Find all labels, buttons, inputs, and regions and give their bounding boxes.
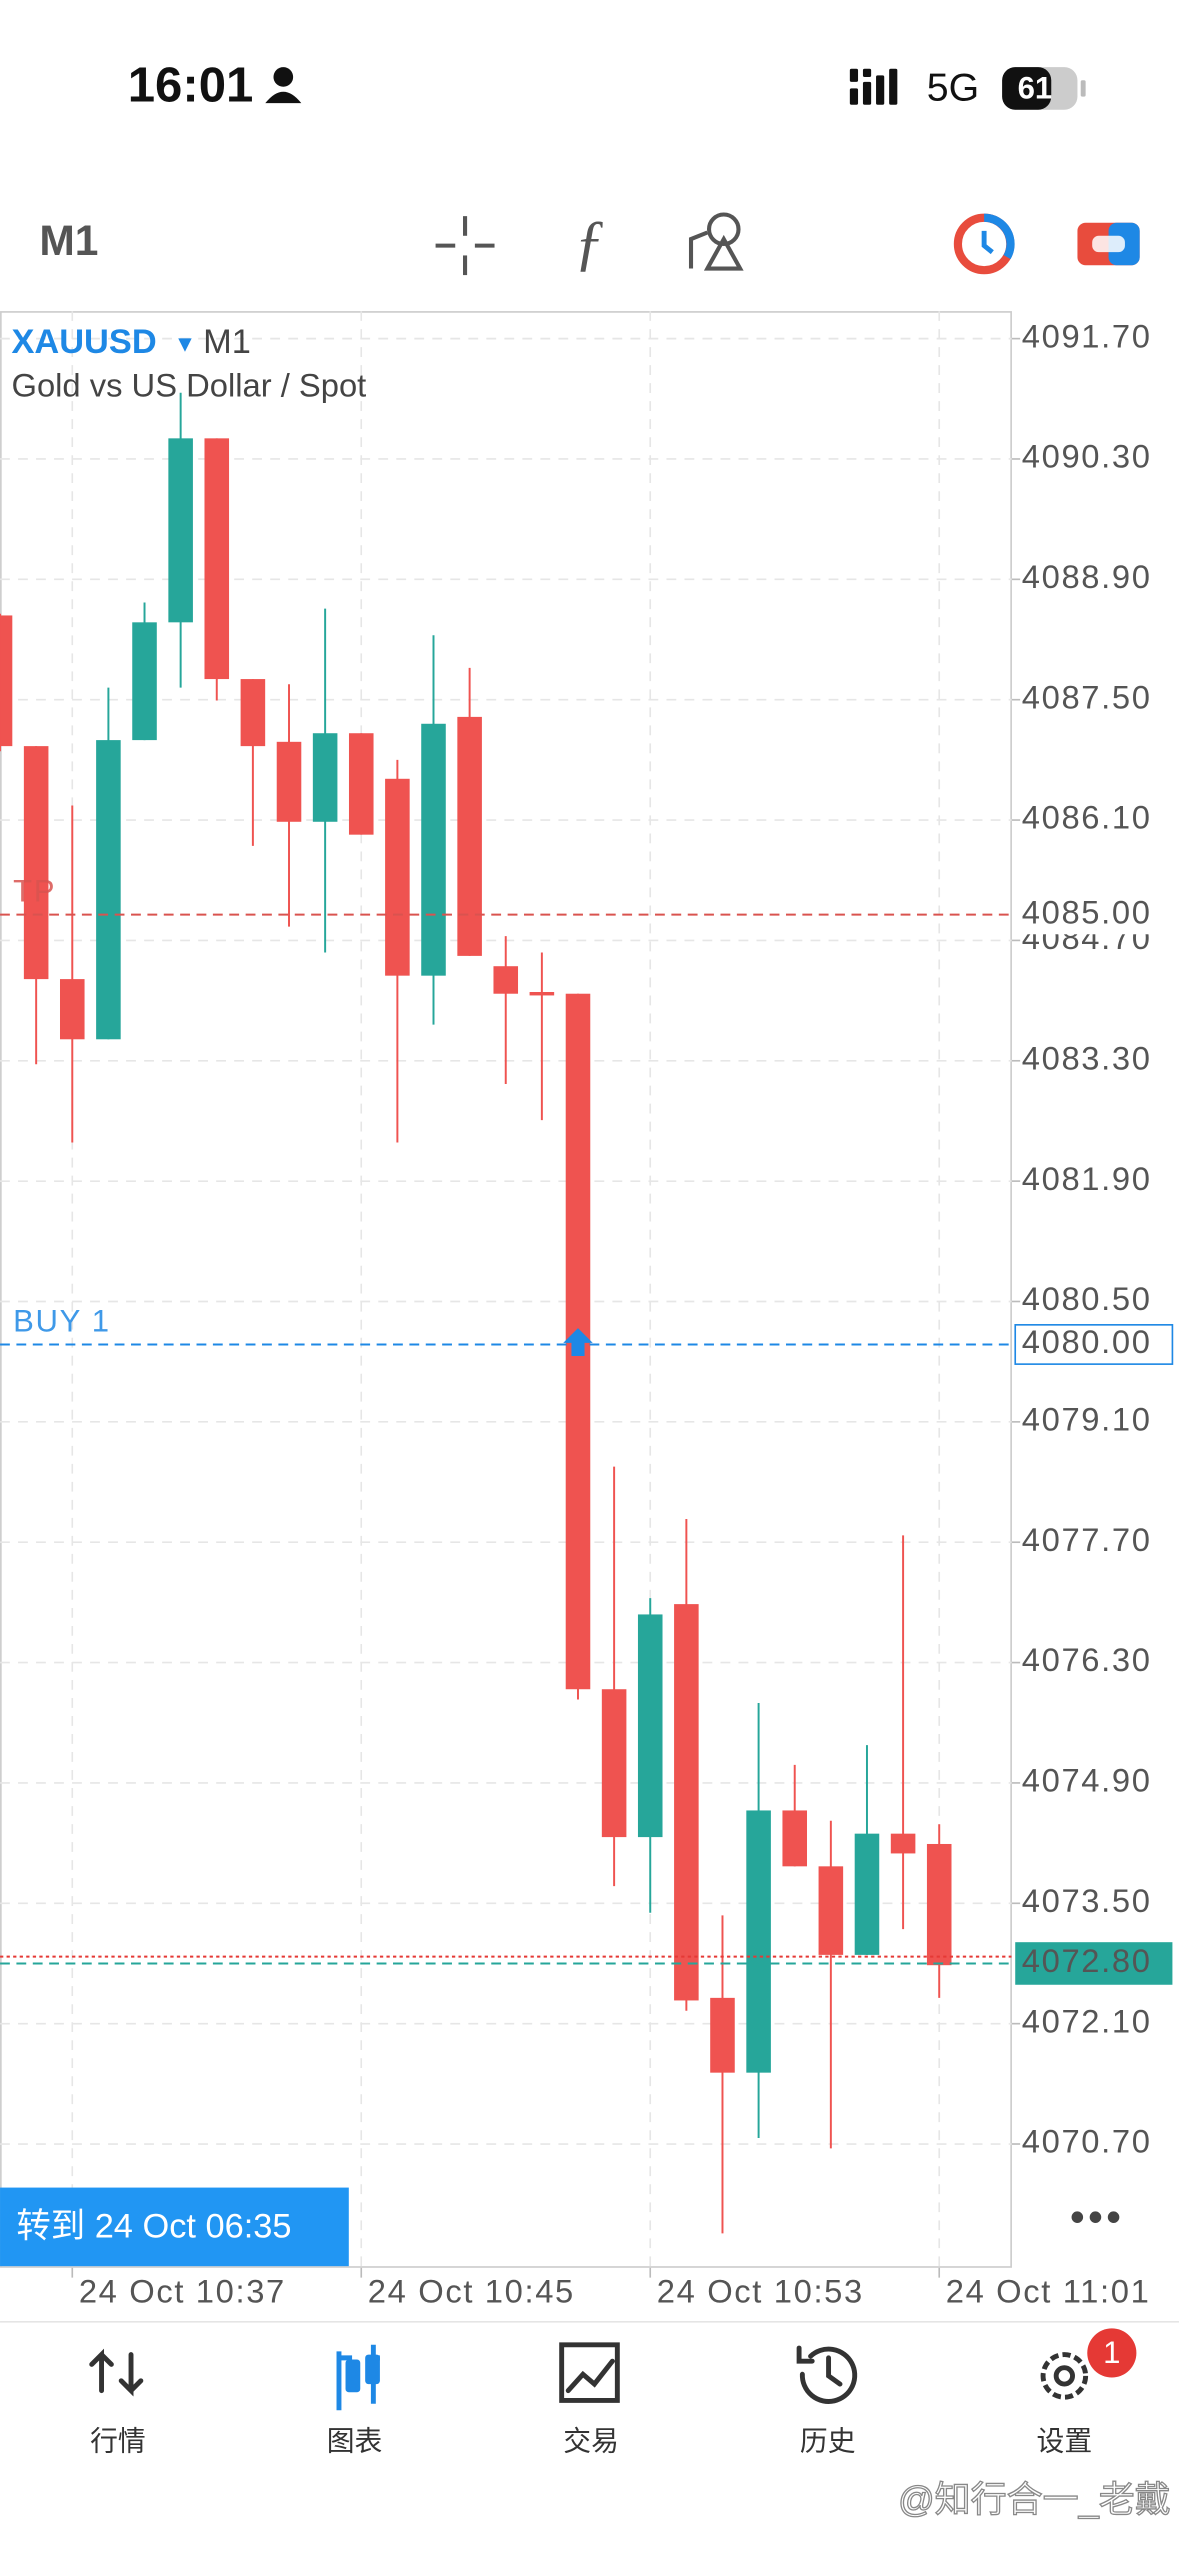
nav-icon xyxy=(1053,2365,1075,2387)
y-tick-label: 4090.30 xyxy=(1022,438,1152,475)
x-tick-label: 24 Oct 10:37 xyxy=(79,2273,286,2310)
candle-body xyxy=(457,716,482,956)
y-tick-label: 4083.30 xyxy=(1022,1039,1152,1076)
nav-icon xyxy=(365,2354,380,2385)
candle-body xyxy=(312,733,338,822)
candle-body xyxy=(168,438,193,623)
candle-body xyxy=(204,438,230,680)
candle-body xyxy=(782,1810,808,1867)
y-tick-label: 4079.10 xyxy=(1022,1401,1152,1438)
candle-body xyxy=(276,741,302,822)
timeframe-button[interactable]: M1 xyxy=(39,217,98,265)
candle-body xyxy=(674,1604,699,2001)
candle-body xyxy=(421,723,446,976)
nav-badge xyxy=(1087,2328,1137,2378)
nav-label[interactable]: 行情 xyxy=(90,2425,146,2456)
price-line-name: TP xyxy=(13,874,56,909)
nav-item[interactable]: 设置 1 xyxy=(1037,2328,1137,2456)
candle-body xyxy=(926,1843,952,1966)
y-tick-label: 4072.10 xyxy=(1022,2002,1152,2039)
candle-body xyxy=(529,992,555,996)
candle-body xyxy=(854,1833,880,1955)
x-tick-label: 24 Oct 10:45 xyxy=(368,2273,575,2310)
nav-icon xyxy=(336,2344,380,2411)
candle-body xyxy=(348,733,374,835)
battery-icon xyxy=(1002,67,1086,110)
candle-body xyxy=(601,1689,627,1838)
y-tick-label: 4087.50 xyxy=(1022,678,1152,715)
price-label: 4072.80 xyxy=(1022,1942,1152,1979)
candle-body xyxy=(385,778,410,976)
candle-body xyxy=(96,740,121,1040)
candle-body xyxy=(23,746,49,980)
price-box xyxy=(1014,1324,1174,1365)
price-box xyxy=(1015,1942,1173,1985)
price-label: 4085.00 xyxy=(1022,893,1152,930)
buy-arrow xyxy=(563,1328,593,1356)
goto-button[interactable] xyxy=(0,2187,349,2267)
indicators-button[interactable]: ƒ xyxy=(574,209,605,277)
oneclick-button[interactable] xyxy=(1077,222,1140,266)
candle-body xyxy=(710,1997,735,2073)
signal-icon xyxy=(849,68,898,105)
nav-label[interactable]: 交易 xyxy=(563,2425,619,2456)
chart-timeframe: M1 xyxy=(203,323,251,361)
price-line-name: BUY 1 xyxy=(13,1303,111,1338)
crosshair-button[interactable] xyxy=(435,216,495,276)
network: 5G xyxy=(927,65,979,109)
candle-body xyxy=(746,1810,771,2073)
candle-body xyxy=(818,1866,844,1955)
candle-body xyxy=(890,1833,916,1854)
nav-item[interactable]: 图表 xyxy=(327,2344,383,2457)
x-tick-label: 24 Oct 10:53 xyxy=(657,2273,864,2310)
symbol-description: Gold vs US Dollar / Spot xyxy=(11,367,366,404)
nav-item[interactable]: 交易 xyxy=(559,2342,620,2457)
price-box xyxy=(1015,894,1173,935)
clock: 16:01 xyxy=(128,58,254,112)
nav-icon xyxy=(796,2345,858,2404)
candle-body xyxy=(0,615,13,747)
nav-label[interactable]: 设置 xyxy=(1037,2425,1093,2456)
nav-item[interactable]: 历史 xyxy=(796,2345,858,2456)
candle-body xyxy=(59,979,85,1040)
y-tick-label: 4074.90 xyxy=(1022,1762,1152,1799)
symbol-dropdown[interactable]: ▼ xyxy=(174,331,197,357)
objects-button[interactable] xyxy=(688,212,744,271)
y-tick-label: 4073.50 xyxy=(1022,1882,1152,1919)
nav-icon xyxy=(345,2359,361,2393)
goto-label[interactable]: 转到 24 Oct 06:35 xyxy=(16,2208,291,2246)
trade-button[interactable] xyxy=(953,213,1015,275)
nav-label[interactable]: 历史 xyxy=(800,2425,856,2456)
y-tick-label: 4080.50 xyxy=(1022,1280,1152,1317)
y-tick-label: 4081.90 xyxy=(1022,1160,1152,1197)
y-tick-label: 4070.70 xyxy=(1022,2123,1152,2160)
candle-body xyxy=(637,1614,663,1838)
nav-icon xyxy=(1040,2352,1089,2400)
candle-body xyxy=(493,966,519,994)
y-tick-label: 4088.90 xyxy=(1022,558,1152,595)
nav-label[interactable]: 图表 xyxy=(327,2425,383,2456)
nav-item[interactable]: 行情 xyxy=(89,2348,146,2457)
nav-icon xyxy=(559,2342,620,2403)
candle-body xyxy=(132,622,157,741)
y-tick-label: 4091.70 xyxy=(1022,317,1152,354)
nav-badge-count: 1 xyxy=(1103,2335,1120,2370)
battery-level: 61 xyxy=(1018,70,1053,105)
more-button[interactable]: ••• xyxy=(1070,2194,1125,2242)
x-tick-label: 24 Oct 11:01 xyxy=(946,2273,1151,2310)
plot-frame xyxy=(0,311,1012,2268)
nav-icon xyxy=(89,2348,144,2397)
user-icon xyxy=(265,67,302,104)
y-tick-label: 4086.10 xyxy=(1022,799,1152,836)
candle-body xyxy=(240,679,266,747)
watermark: @知行合一_老戴 xyxy=(898,2478,1171,2519)
y-tick-label: 4076.30 xyxy=(1022,1641,1152,1678)
symbol[interactable]: XAUUSD xyxy=(11,323,156,361)
price-label: 4080.00 xyxy=(1022,1323,1152,1360)
y-tick-label: 4077.70 xyxy=(1022,1521,1152,1558)
